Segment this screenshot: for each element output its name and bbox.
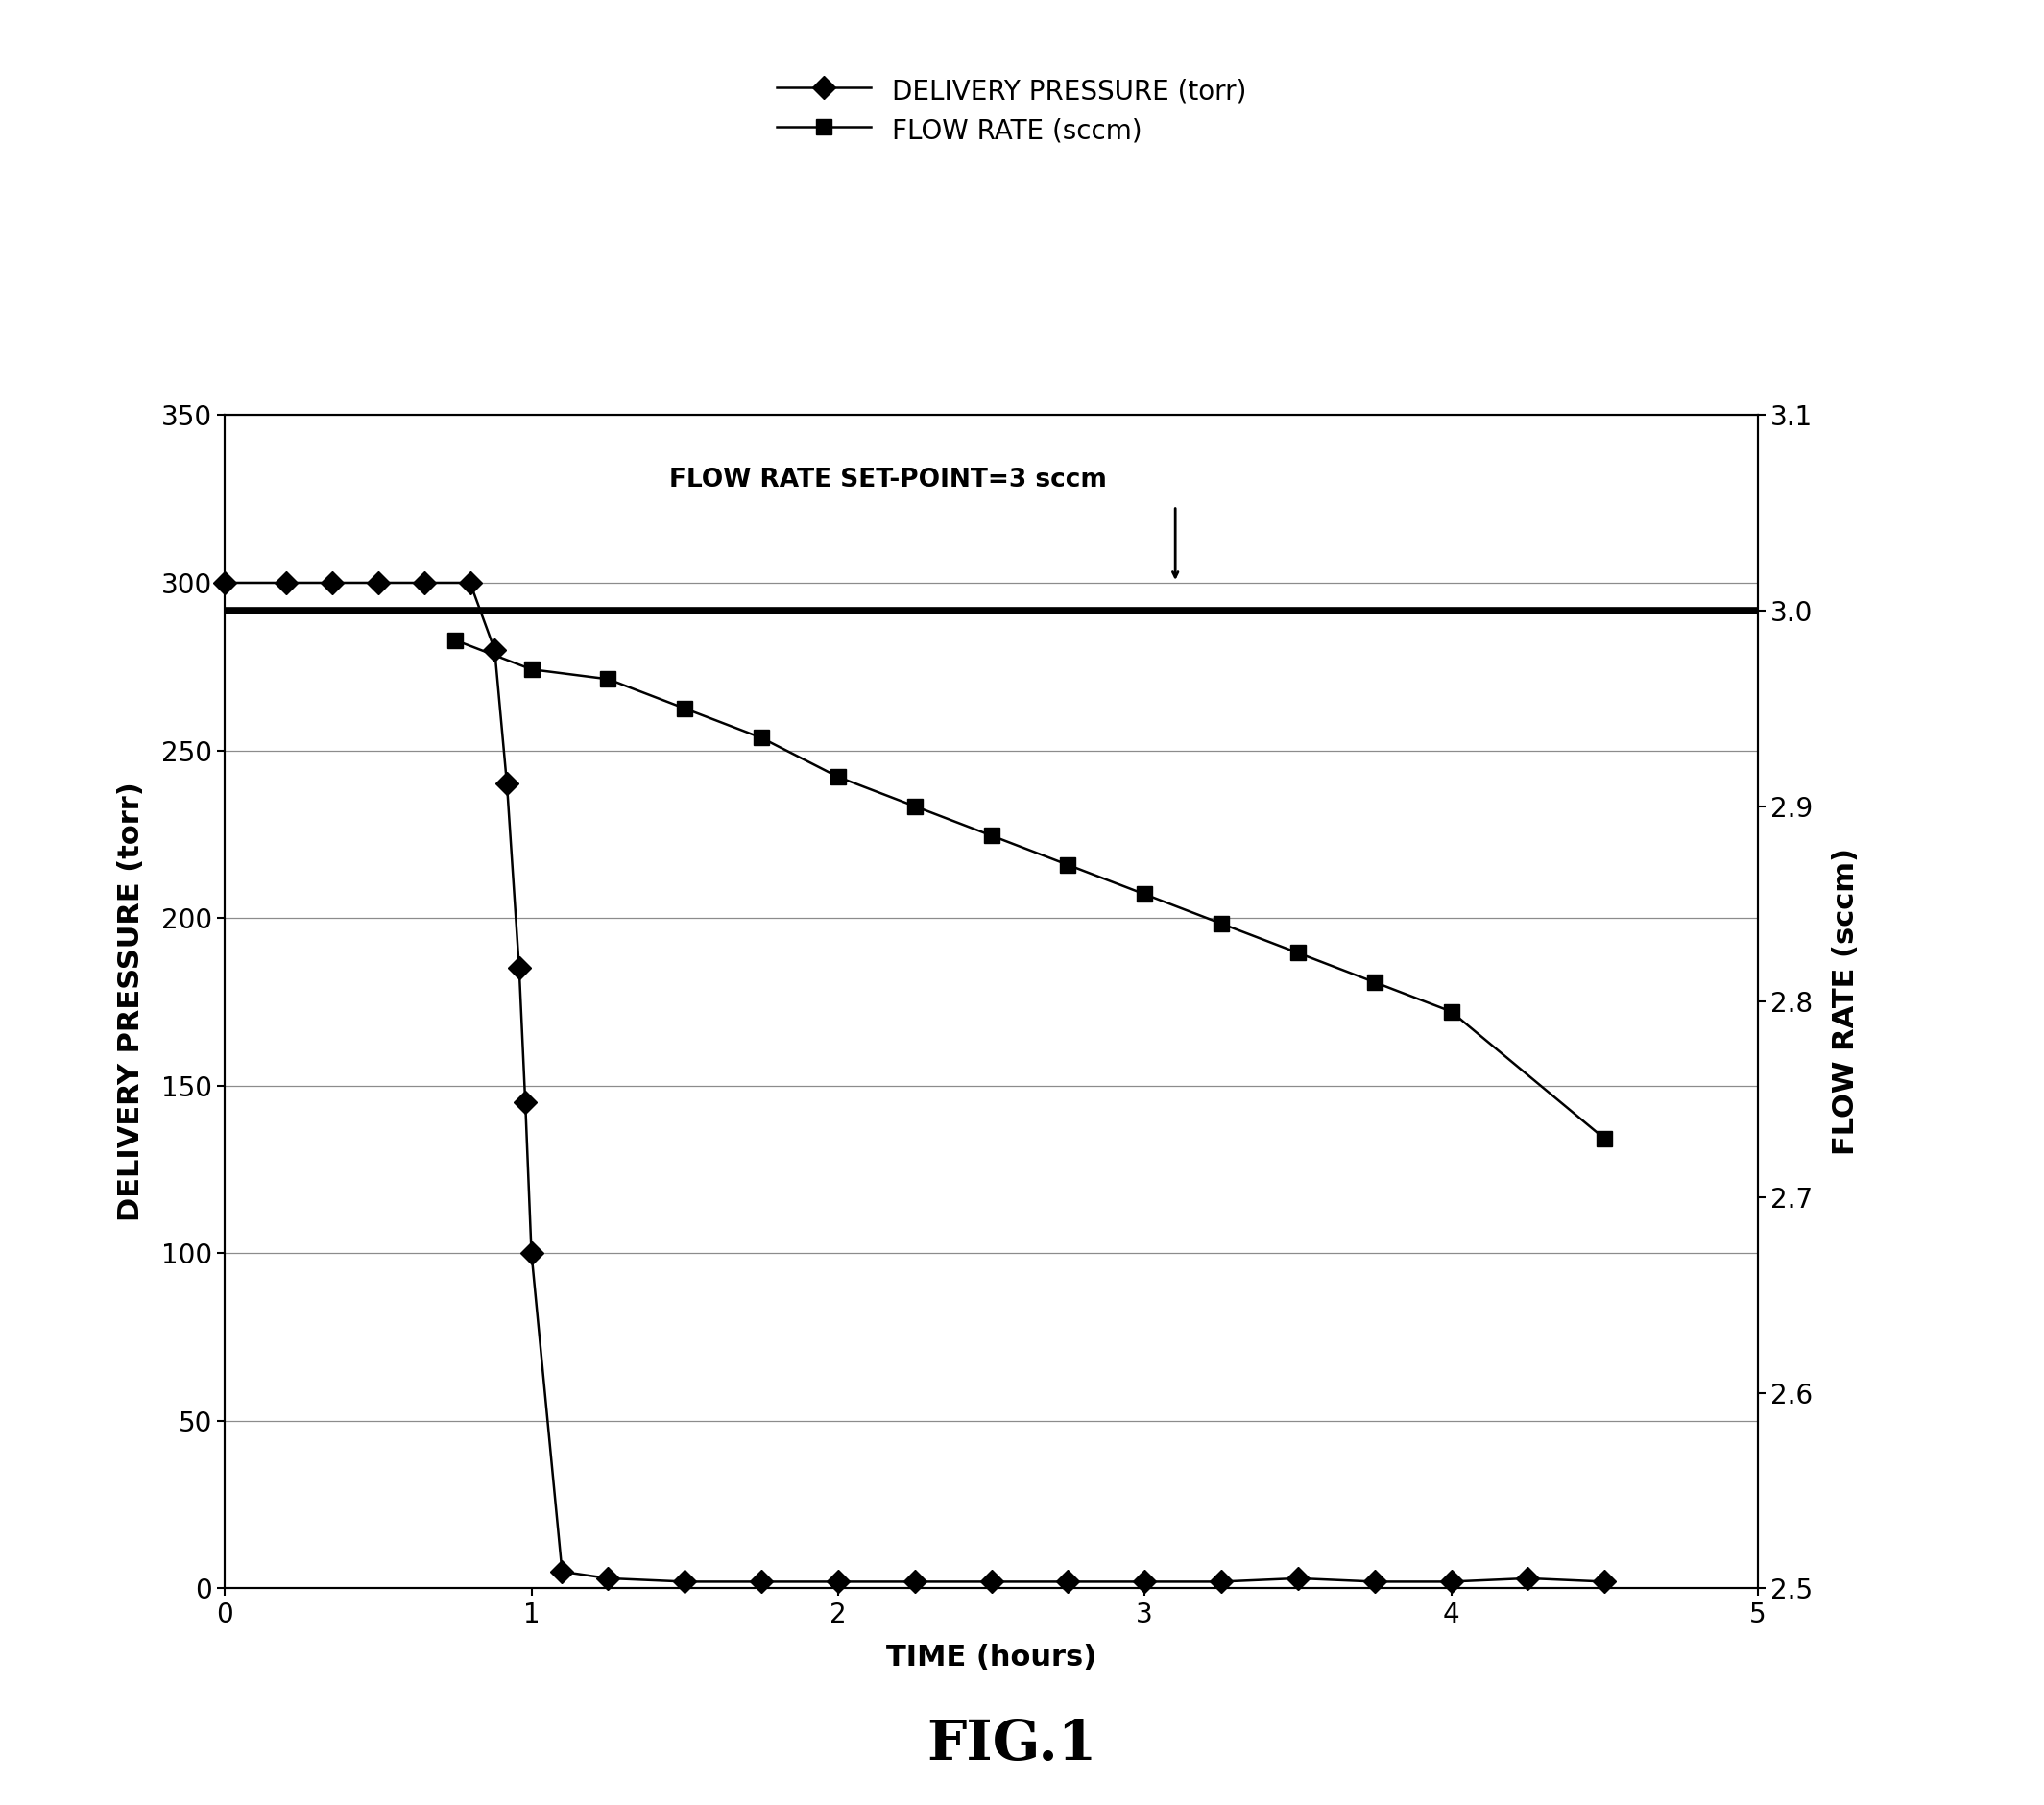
Legend: DELIVERY PRESSURE (torr), FLOW RATE (sccm): DELIVERY PRESSURE (torr), FLOW RATE (scc… [777, 76, 1247, 144]
X-axis label: TIME (hours): TIME (hours) [887, 1644, 1096, 1671]
Text: FLOW RATE SET-POINT=3 sccm: FLOW RATE SET-POINT=3 sccm [670, 467, 1108, 493]
Y-axis label: FLOW RATE (sccm): FLOW RATE (sccm) [1831, 848, 1860, 1155]
Text: FIG.1: FIG.1 [926, 1718, 1098, 1771]
Y-axis label: DELIVERY PRESSURE (torr): DELIVERY PRESSURE (torr) [117, 782, 145, 1222]
